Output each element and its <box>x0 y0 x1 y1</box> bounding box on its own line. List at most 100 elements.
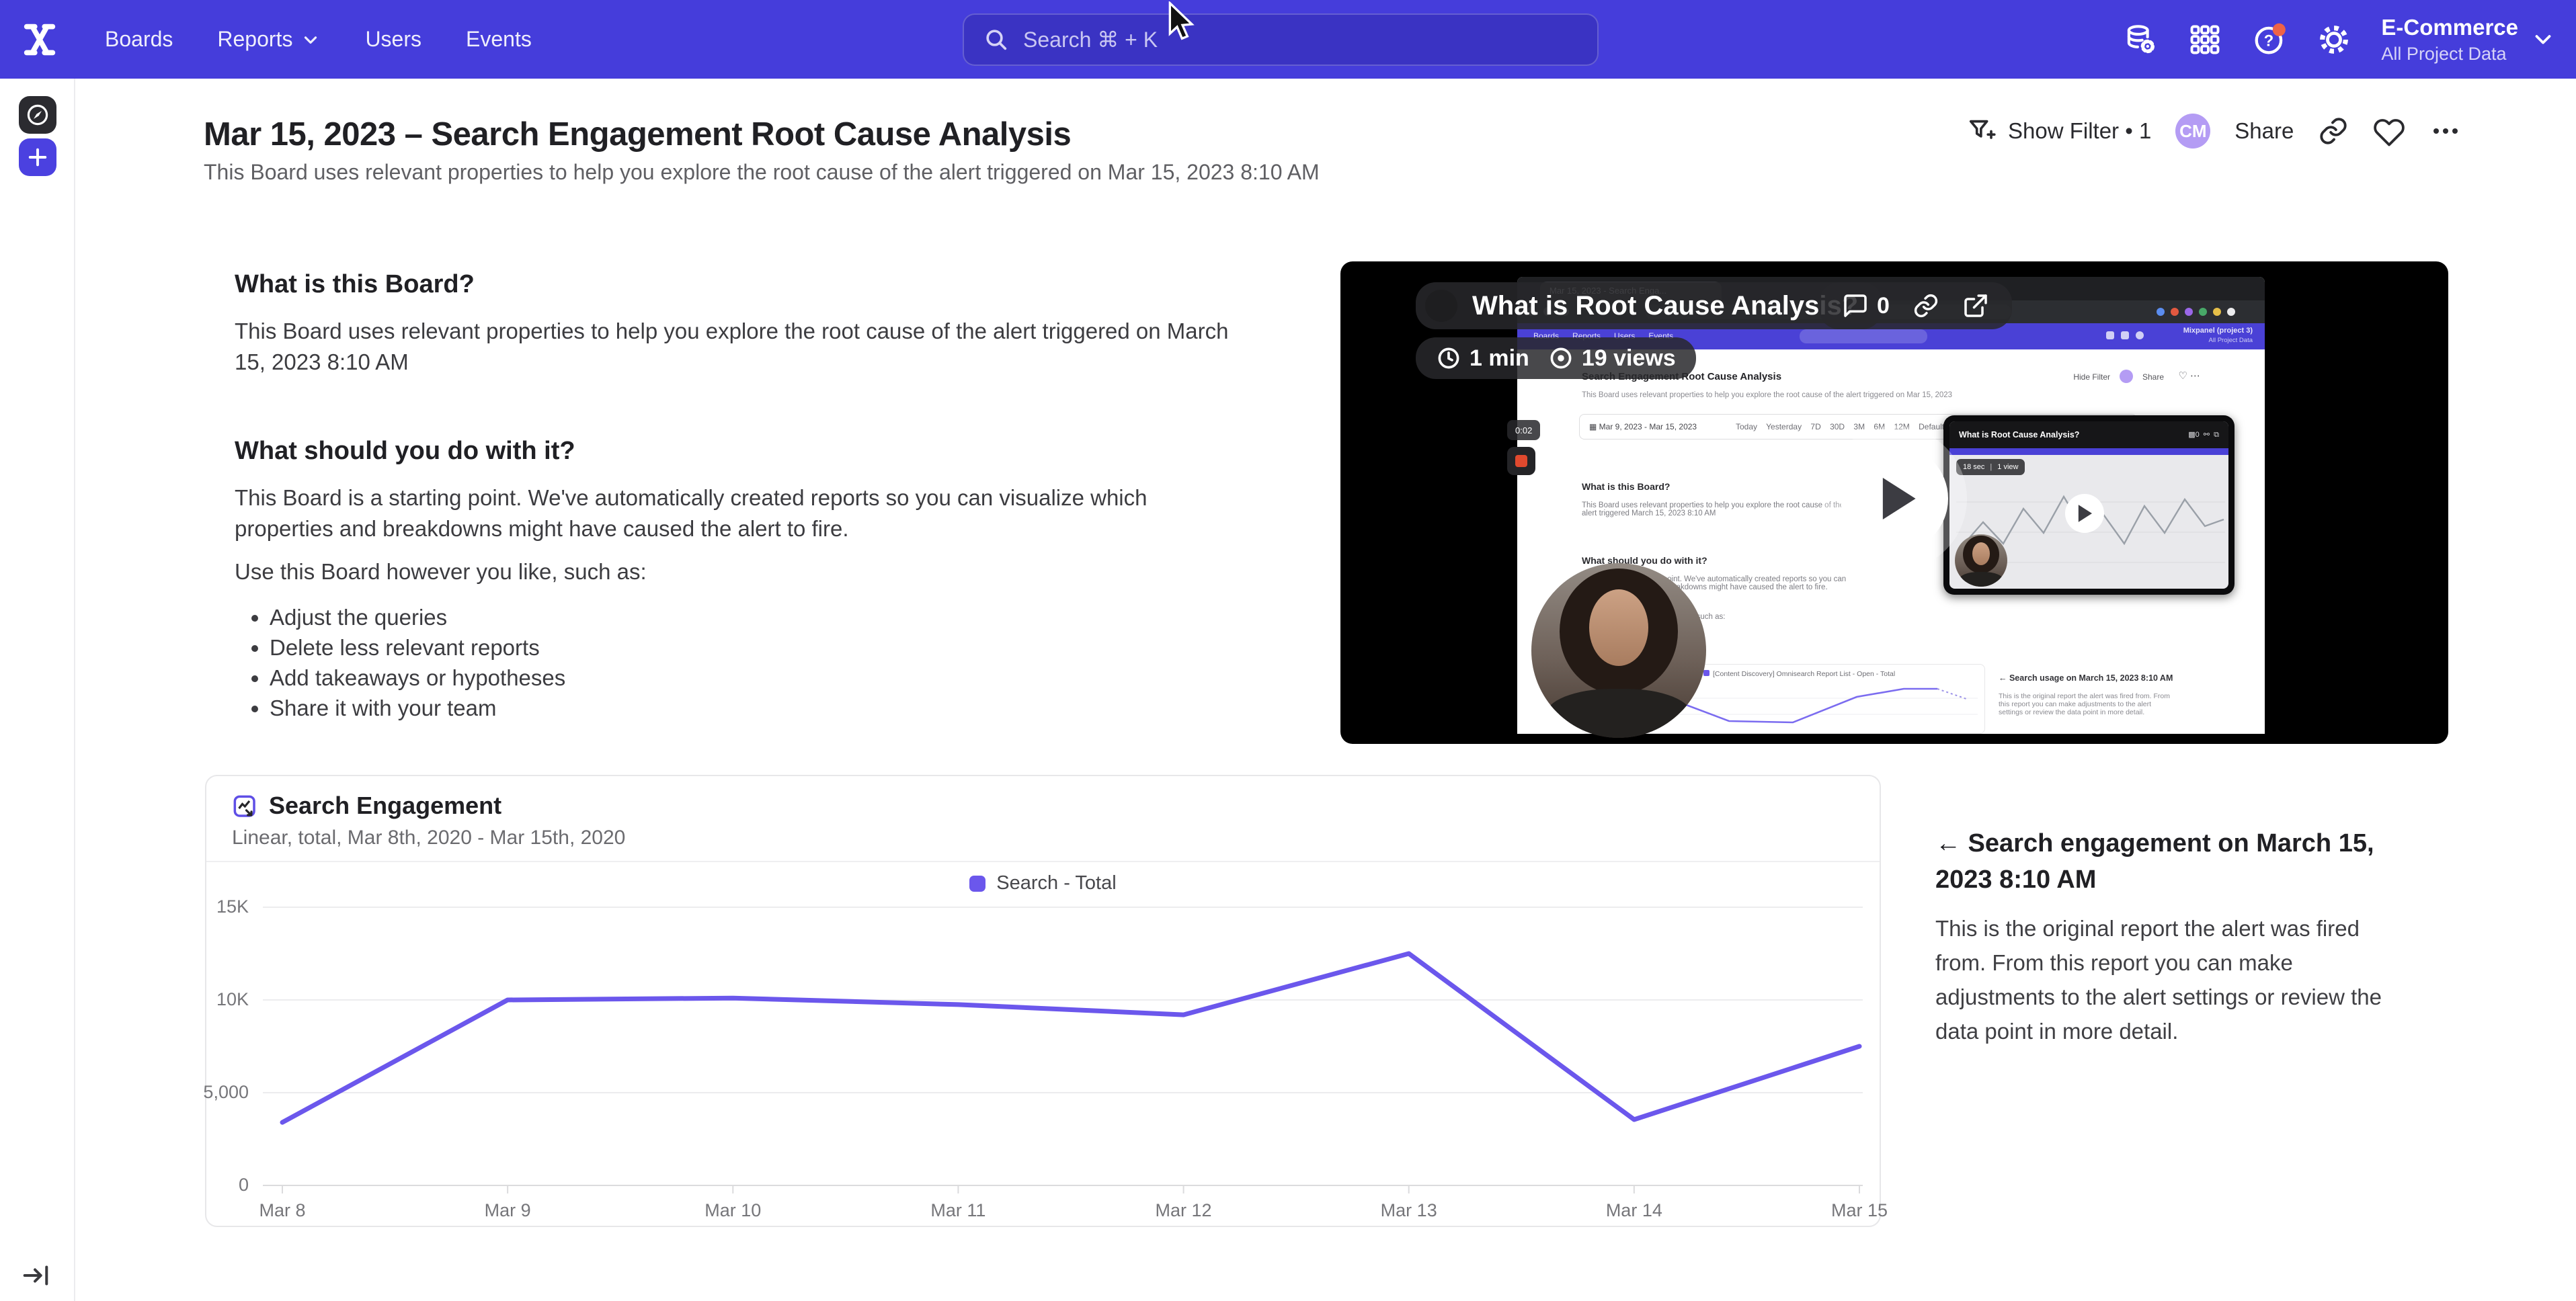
search-icon <box>986 30 1007 50</box>
chart-legend[interactable]: Search - Total <box>206 872 1880 894</box>
video-title-pill: What is Root Cause Analysis? <box>1416 282 1883 329</box>
video-player[interactable]: Mar 15, 2023 - Search Enga... Boards Rep… <box>1340 261 2448 744</box>
heart-icon <box>2374 119 2405 146</box>
intro-bullet-list: Adjust the queries Delete less relevant … <box>235 605 565 726</box>
video-title: What is Root Cause Analysis? <box>1472 290 1859 321</box>
navbar-utilities: ? E-Commerce All Project Data <box>2123 0 2556 79</box>
x-axis-tick-label: Mar 15 <box>1830 1200 1888 1220</box>
avatar[interactable]: CM <box>2175 114 2211 149</box>
report-title: Search Engagement <box>269 792 502 819</box>
x-axis-tick-label: Mar 8 <box>259 1200 306 1220</box>
arrow-to-bar-icon <box>23 1265 48 1286</box>
legend-swatch <box>969 875 986 892</box>
line-chart-report-icon <box>232 794 259 821</box>
comment-icon <box>1844 294 1867 317</box>
recording-stop-button[interactable] <box>1507 447 1535 475</box>
page-subtitle: This Board uses relevant properties to h… <box>204 160 1320 184</box>
copy-link-button[interactable] <box>2318 116 2349 146</box>
x-axis-tick-label: Mar 11 <box>930 1200 986 1220</box>
list-item: Adjust the queries <box>270 605 565 635</box>
primary-nav: Boards Reports Users Events <box>105 0 532 79</box>
presenter-webcam <box>1531 563 1706 738</box>
open-external-icon[interactable] <box>1962 292 1989 319</box>
line-chart-svg <box>263 907 1863 1193</box>
nav-item-label: Users <box>365 27 421 51</box>
nav-item-reports[interactable]: Reports <box>217 27 321 52</box>
mini-board-content: Search Engagement Root Cause Analysis Hi… <box>1517 349 2265 734</box>
project-name: E-Commerce <box>2381 14 2518 40</box>
show-filter-label: Show Filter • 1 <box>2008 118 2152 143</box>
x-axis-tick-label: Mar 14 <box>1605 1200 1662 1220</box>
nested-video-meta: 18 sec | 1 view <box>1956 459 2025 475</box>
nav-item-events[interactable]: Events <box>466 27 532 52</box>
nested-presenter-webcam <box>1955 534 2007 587</box>
board-actions: Show Filter • 1 CM Share <box>1966 108 2462 155</box>
video-avatar <box>1425 290 1457 322</box>
play-button[interactable] <box>1841 445 1948 552</box>
list-item: Add takeaways or hypotheses <box>270 665 565 696</box>
more-options-button[interactable] <box>2429 115 2462 147</box>
chevron-down-icon <box>2535 35 2551 44</box>
filter-icon <box>1969 120 1996 139</box>
data-management-icon[interactable] <box>2123 22 2158 57</box>
nav-item-label: Boards <box>105 27 173 51</box>
views-icon <box>1550 347 1572 369</box>
report-subtitle: Linear, total, Mar 8th, 2020 - Mar 15th,… <box>232 827 626 849</box>
show-filter-button[interactable]: Show Filter • 1 <box>1966 116 2151 146</box>
recording-timestamp: 0:02 <box>1507 420 1541 440</box>
nav-item-boards[interactable]: Boards <box>105 27 173 52</box>
search-input[interactable]: Search ⌘ + K <box>963 13 1599 66</box>
plus-icon <box>28 148 47 167</box>
report-card-header: Search Engagement Linear, total, Mar 8th… <box>206 776 1880 862</box>
apps-grid-icon[interactable] <box>2187 22 2222 57</box>
nested-video-title: What is Root Cause Analysis? <box>1959 430 2080 439</box>
section-heading: What should you do with it? <box>235 437 575 465</box>
create-new-button[interactable] <box>19 138 56 176</box>
nav-item-users[interactable]: Users <box>365 27 421 52</box>
nested-video-frame: What is Root Cause Analysis? ▩0 ⚯ ⧉ 18 s… <box>1943 415 2235 595</box>
mouse-cursor <box>1168 1 1195 40</box>
page-title: Mar 15, 2023 – Search Engagement Root Ca… <box>204 116 1072 153</box>
copy-video-link-icon[interactable] <box>1913 292 1939 319</box>
mixpanel-logo-icon[interactable] <box>20 20 59 59</box>
nested-play-button[interactable] <box>2065 494 2104 533</box>
video-actions-pill: 0 <box>1819 282 2012 329</box>
section-paragraph: Use this Board however you like, such as… <box>235 559 647 584</box>
discover-boards-button[interactable] <box>19 96 56 134</box>
share-button[interactable]: Share <box>2235 118 2294 143</box>
nav-item-label: Reports <box>217 27 293 51</box>
x-axis-tick-label: Mar 9 <box>484 1200 531 1220</box>
video-views: 19 views <box>1548 345 1676 372</box>
y-axis-tick-label: 0 <box>238 1175 249 1195</box>
project-scope: All Project Data <box>2381 44 2507 65</box>
video-comments-button[interactable]: 0 <box>1842 292 1890 319</box>
compass-icon <box>27 104 48 126</box>
ellipsis-icon <box>2433 128 2458 134</box>
y-axis-tick-label: 10K <box>216 989 249 1009</box>
project-selector[interactable]: E-Commerce All Project Data <box>2381 14 2556 65</box>
link-icon <box>2320 118 2347 144</box>
section-heading: What is this Board? <box>235 270 475 298</box>
svg-text:?: ? <box>2264 32 2274 50</box>
legend-label: Search - Total <box>996 872 1117 894</box>
video-duration: 1 min <box>1436 345 1529 372</box>
clock-icon <box>1438 347 1459 369</box>
y-axis-tick-label: 5,000 <box>203 1082 249 1102</box>
section-paragraph: This Board uses relevant properties to h… <box>235 319 1229 374</box>
list-item: Delete less relevant reports <box>270 635 565 665</box>
mini-extension-icons <box>2157 308 2235 316</box>
x-axis-tick-label: Mar 10 <box>705 1200 762 1220</box>
list-item: Share it with your team <box>270 696 565 726</box>
annotation-heading: ← Search engagement on March 15, 2023 8:… <box>1935 829 2374 894</box>
help-icon[interactable]: ? <box>2252 22 2287 57</box>
section-paragraph: This Board is a starting point. We've au… <box>235 485 1148 541</box>
x-axis-tick-label: Mar 13 <box>1380 1200 1437 1220</box>
settings-gear-icon[interactable] <box>2317 22 2351 57</box>
nav-item-label: Events <box>466 27 532 51</box>
video-meta-pill: 1 min 19 views <box>1416 337 1696 379</box>
report-card-search-engagement[interactable]: Search Engagement Linear, total, Mar 8th… <box>205 775 1881 1227</box>
search-placeholder: Search ⌘ + K <box>1023 28 1158 52</box>
expand-sidebar-button[interactable] <box>20 1260 51 1291</box>
x-axis-tick-label: Mar 12 <box>1155 1200 1212 1220</box>
favorite-button[interactable] <box>2373 115 2405 147</box>
